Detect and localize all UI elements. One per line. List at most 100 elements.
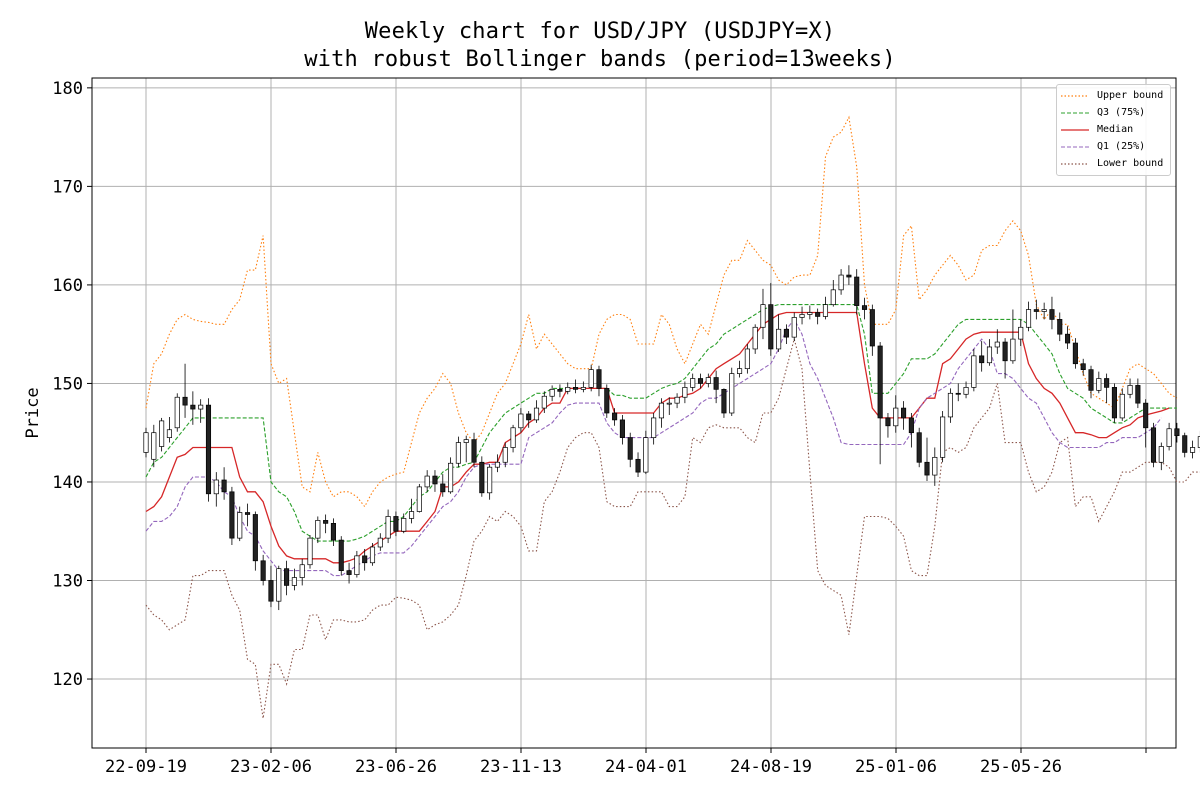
candle-body-up [932,456,938,476]
candle-body-down [854,276,860,306]
candle-body-up [1127,385,1133,395]
y-tick-label: 140 [52,473,83,493]
candle-body-down [721,389,727,414]
candle-body-down [619,419,625,438]
series-line-median [145,311,1170,564]
candle-body-down [1135,385,1141,404]
candle-body-down [1080,363,1086,370]
candle-body-up [776,328,782,350]
candle-body-up [643,437,649,473]
x-tick-label: 24-04-01 [605,757,687,777]
candle-body-up [947,392,953,418]
candle-body-up [737,368,743,374]
candle-body-up [682,387,688,398]
candle-body-up [276,568,282,602]
legend-label-q1: Q1 (25%) [1097,141,1146,152]
candle-body-up [1166,428,1172,447]
candle-body-up [690,378,696,388]
candle-body-up [963,387,969,395]
candle-body-down [713,377,719,390]
candle-body-down [979,355,985,364]
candle-body-up [799,314,805,318]
chart-legend: Upper bound Q3 (75%) Median Q1 (25%) Low… [1056,84,1171,176]
x-tick-label: 23-06-26 [355,757,437,777]
candle-body-up [1158,446,1164,463]
candle-body-down [1049,309,1055,320]
candle-body-up [510,427,516,448]
candle-body-down [846,274,852,278]
candle-body-down [869,309,875,347]
candle-body-up [791,317,797,338]
series-line-upper-bound [145,115,1178,508]
candle-body-up [893,407,899,427]
candle-body-down [861,305,868,310]
candle-body-down [1033,309,1039,312]
candle-body-down [612,412,618,421]
candle-body-down [627,437,633,460]
candle-body-down [182,396,188,406]
candle-body-up [666,402,672,405]
candle-body-down [768,304,774,350]
candle-body-up [994,341,1000,348]
candle-body-up [752,326,758,350]
candle-body-up [1119,393,1125,419]
candle-body-up [424,475,430,488]
candle-body-down [1111,387,1117,419]
legend-label-upper: Upper bound [1097,90,1164,101]
candle-body-up [986,346,993,364]
candle-body-up [502,447,508,463]
candle-body-down [908,417,914,434]
candle-body-down [330,523,336,541]
candle-body-up [291,577,297,586]
candle-body-down [1088,369,1094,391]
candle-body-up [174,396,180,429]
legend-label-lower: Lower bound [1097,158,1164,169]
candle-body-down [284,568,290,586]
candle-body-down [1182,435,1188,453]
legend-item-median: Median [1061,121,1133,138]
candle-body-up [315,520,321,539]
candle-body-up [807,312,813,315]
candle-body-up [580,387,586,390]
candle-body-up [588,369,594,388]
candle-body-down [596,369,602,389]
candle-body-down [1104,378,1110,388]
y-tick-label: 170 [52,177,83,197]
candle-body-down [635,458,641,473]
candle-body-up [159,420,165,447]
candle-body-down [323,520,329,524]
candle-body-down [783,328,789,338]
candle-body-up [518,413,524,429]
candle-body-down [1143,402,1149,429]
candle-body-down [338,539,344,571]
candle-body-down [955,392,961,395]
y-tick-label: 180 [52,79,83,99]
candle-body-down [572,387,579,390]
candle-body-down [697,378,704,384]
candle-body-up [166,429,172,438]
candle-body-up [651,417,657,438]
candle-body-up [237,512,243,539]
candle-body-up [674,396,680,404]
x-tick-label: 23-02-06 [230,757,312,777]
candle-body-up [729,373,735,414]
candle-body-down [432,475,438,485]
candle-body-down [190,404,196,410]
candle-body-down [221,479,227,493]
candle-body-up [1041,309,1047,312]
candle-body-up [401,518,407,532]
legend-item-lower: Lower bound [1061,155,1163,172]
candle-body-up [971,355,977,388]
candle-body-up [1025,309,1032,328]
x-tick-label: 24-08-19 [730,757,812,777]
candle-body-down [346,570,352,575]
x-tick-label: 23-11-13 [480,757,562,777]
y-tick-label: 160 [52,276,83,296]
candle-body-up [487,466,493,494]
legend-label-median: Median [1097,124,1134,135]
candle-body-up [838,274,844,291]
candle-body-down [1072,342,1078,365]
series-line-lower-bound [145,336,1200,719]
candle-body-up [213,479,219,495]
candle-body-up [463,439,469,443]
